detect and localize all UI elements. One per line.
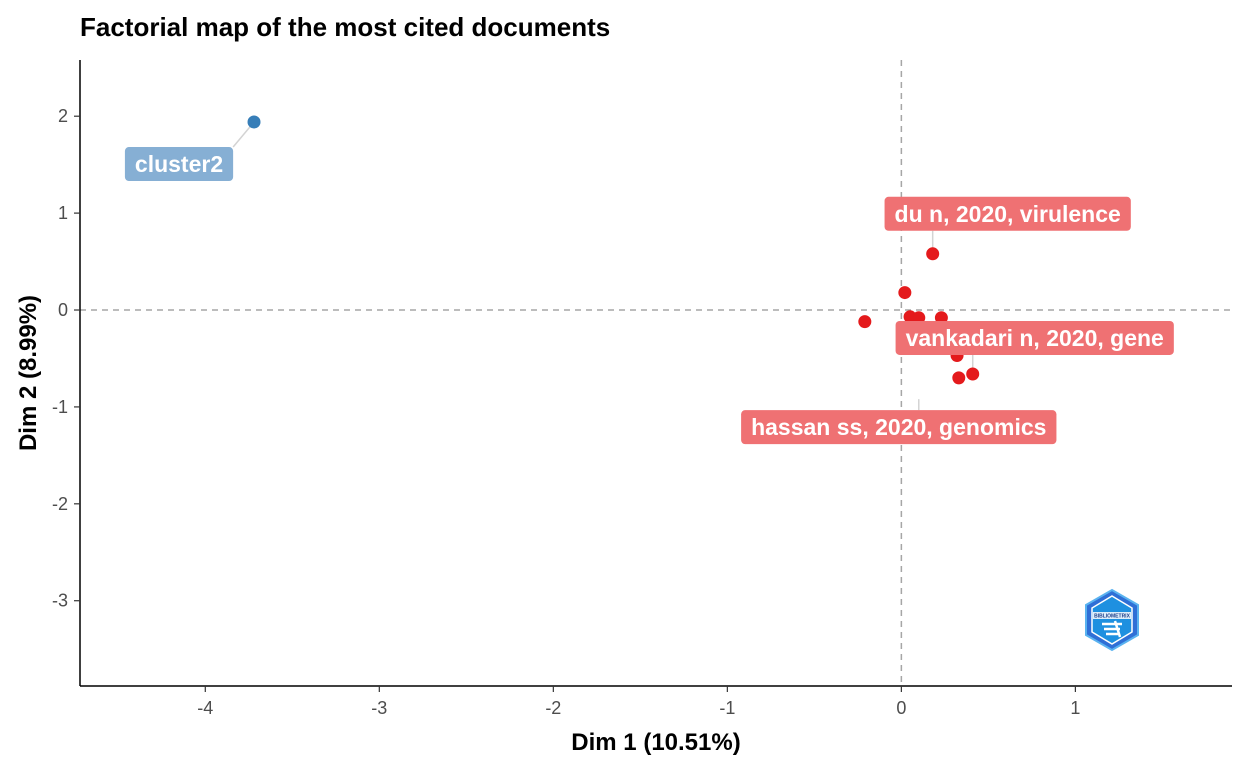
cluster1-point	[966, 367, 980, 381]
x-tick-label: -3	[371, 698, 387, 718]
point-label-text: du n, 2020, virulence	[895, 201, 1121, 227]
ticks: -4 -3 -2 -1 0 1 2 1 0 -1 -2 -3	[52, 106, 1080, 718]
y-axis-title: Dim 2 (8.99%)	[15, 295, 42, 451]
x-tick-label: 1	[1070, 698, 1080, 718]
point-labels: cluster2 du n, 2020, virulence vankadari n…	[124, 147, 1174, 445]
cluster1-point	[952, 371, 966, 385]
point-label: cluster2	[124, 147, 234, 182]
cluster1-point	[898, 286, 912, 300]
chart-title: Factorial map of the most cited document…	[80, 12, 610, 42]
point-label-box	[884, 196, 1131, 231]
reference-lines	[80, 60, 1232, 686]
data-points	[247, 115, 980, 385]
point-label-box	[124, 147, 234, 182]
cluster1-point	[858, 315, 872, 329]
cluster2-point	[247, 115, 261, 129]
logo-text: BIBLIOMETRIX	[1094, 614, 1130, 620]
x-tick-label: -4	[197, 698, 213, 718]
y-tick-label: -2	[52, 494, 68, 514]
point-label: du n, 2020, virulence	[884, 196, 1131, 231]
point-label-box	[741, 410, 1057, 445]
y-tick-label: -3	[52, 591, 68, 611]
point-label-box	[895, 320, 1174, 355]
y-tick-label: -1	[52, 397, 68, 417]
x-tick-label: 0	[896, 698, 906, 718]
x-tick-label: -2	[545, 698, 561, 718]
y-tick-label: 0	[58, 300, 68, 320]
point-label: vankadari n, 2020, gene	[895, 320, 1174, 355]
point-label-text: hassan ss, 2020, genomics	[751, 414, 1046, 440]
bibliometrix-logo: BIBLIOMETRIX	[1085, 588, 1139, 652]
point-label-text: vankadari n, 2020, gene	[906, 325, 1164, 351]
cluster1-point	[926, 247, 940, 261]
y-tick-label: 1	[58, 203, 68, 223]
label-leader-lines	[232, 121, 974, 411]
y-tick-label: 2	[58, 106, 68, 126]
point-label-text: cluster2	[135, 151, 223, 177]
x-tick-label: -1	[719, 698, 735, 718]
axes	[79, 60, 1232, 687]
x-axis-title: Dim 1 (10.51%)	[571, 729, 740, 756]
point-label: hassan ss, 2020, genomics	[741, 410, 1057, 445]
